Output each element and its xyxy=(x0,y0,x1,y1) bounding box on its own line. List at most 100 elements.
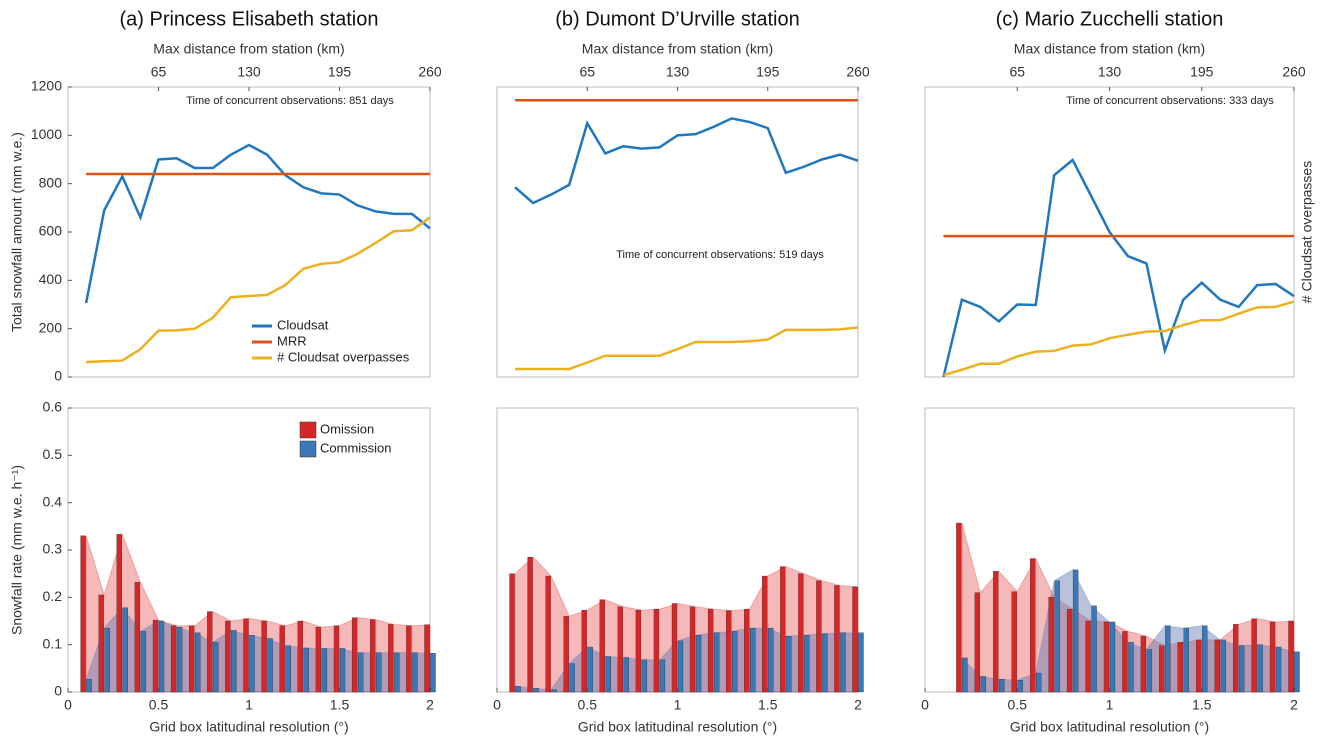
y-tick-label: 0 xyxy=(54,683,62,699)
top-tick-label: 65 xyxy=(151,64,167,80)
bar xyxy=(116,534,122,693)
top-tick-label: 260 xyxy=(418,64,442,80)
bar xyxy=(1128,642,1134,693)
bar xyxy=(315,627,322,693)
bar xyxy=(653,609,660,693)
series-area xyxy=(961,522,1295,693)
bar xyxy=(1030,558,1036,693)
bar xyxy=(1109,621,1116,693)
plot-frame xyxy=(67,407,431,693)
bar xyxy=(515,686,521,693)
bar xyxy=(225,620,231,693)
top-tick-label: 195 xyxy=(328,64,352,80)
bar xyxy=(956,522,962,693)
bar xyxy=(509,573,515,693)
bar xyxy=(333,625,340,693)
bar xyxy=(750,627,756,693)
bar xyxy=(1165,625,1171,693)
top-tick-label: 195 xyxy=(756,64,780,80)
bar xyxy=(587,646,593,693)
bar xyxy=(816,580,822,693)
bar xyxy=(1239,645,1245,693)
bar xyxy=(285,645,291,693)
bar xyxy=(599,599,605,693)
bar xyxy=(1011,591,1017,693)
x-tick-label: 0 xyxy=(64,697,72,713)
y2-axis-label: # Cloudsat overpasses xyxy=(1299,161,1315,303)
bar xyxy=(189,625,195,693)
bar xyxy=(1140,635,1147,693)
bar xyxy=(104,627,110,693)
bar xyxy=(1288,620,1294,693)
y-axis-label: Total snowfall amount (mm w.e.) xyxy=(9,132,25,332)
bar xyxy=(213,642,219,693)
x-tick-label: 2 xyxy=(1290,697,1298,713)
panel-title: (c) Mario Zucchelli station xyxy=(996,8,1224,30)
bar xyxy=(134,582,141,693)
bar xyxy=(339,648,346,693)
y-tick-label: 1000 xyxy=(31,126,62,142)
top-axis-label: Max distance from station (km) xyxy=(1014,41,1205,57)
bar xyxy=(1196,639,1202,693)
annotation: Time of concurrent observations: 519 day… xyxy=(616,249,824,261)
bar xyxy=(780,566,786,693)
bar xyxy=(297,620,303,693)
x-tick-label: 1 xyxy=(245,697,253,713)
y-tick-label: 600 xyxy=(39,223,63,239)
top-tick-label: 130 xyxy=(1098,64,1122,80)
legend-label: Omission xyxy=(320,421,374,436)
bar xyxy=(176,627,183,693)
bar xyxy=(551,689,557,693)
bar xyxy=(993,571,999,693)
bar xyxy=(1085,620,1091,693)
series-line xyxy=(84,143,431,304)
x-tick-label: 2 xyxy=(854,697,862,713)
bar xyxy=(689,606,696,693)
bar xyxy=(430,653,436,693)
legend-swatch xyxy=(299,440,317,458)
x-tick-label: 0.5 xyxy=(149,697,169,713)
bar xyxy=(412,652,418,693)
top-tick-label: 130 xyxy=(237,64,261,80)
bar xyxy=(1275,646,1282,693)
bar xyxy=(533,688,539,693)
y-tick-label: 0.4 xyxy=(43,493,63,509)
bar xyxy=(962,657,968,693)
bar xyxy=(1017,680,1023,693)
bar xyxy=(1146,649,1153,693)
x-axis-label: Grid box latitudinal resolution (°) xyxy=(149,719,348,735)
bar xyxy=(707,609,714,693)
bar xyxy=(261,620,267,693)
bar xyxy=(768,627,774,693)
bar xyxy=(98,594,104,693)
x-tick-label: 1 xyxy=(1106,697,1114,713)
bar xyxy=(1214,639,1220,693)
y-axis-label: Snowfall rate (mm w.e. h⁻¹) xyxy=(9,465,25,635)
x-tick-label: 1.5 xyxy=(1192,697,1212,713)
y-tick-label: 0 xyxy=(54,368,62,384)
top-tick-label: 130 xyxy=(666,64,690,80)
plot-frame xyxy=(496,86,859,378)
bar xyxy=(840,632,846,693)
x-tick-label: 0.5 xyxy=(578,697,598,713)
bar xyxy=(1091,605,1097,693)
bar xyxy=(376,652,382,693)
bar xyxy=(569,663,575,693)
bar xyxy=(321,648,328,693)
plot-frame xyxy=(67,86,431,378)
bar xyxy=(605,656,611,693)
x-tick-label: 1.5 xyxy=(758,697,778,713)
bar xyxy=(1177,642,1183,693)
bar xyxy=(1294,651,1300,693)
bar xyxy=(1159,645,1165,693)
bar xyxy=(122,607,128,693)
top-tick-label: 260 xyxy=(1282,64,1306,80)
bar xyxy=(852,586,858,693)
y-tick-label: 0.3 xyxy=(43,541,63,557)
panel-title: (a) Princess Elisabeth station xyxy=(119,8,378,30)
bar xyxy=(406,625,412,693)
legend-swatch xyxy=(299,421,317,439)
bar xyxy=(581,609,587,693)
top-axis-label: Max distance from station (km) xyxy=(582,41,773,57)
